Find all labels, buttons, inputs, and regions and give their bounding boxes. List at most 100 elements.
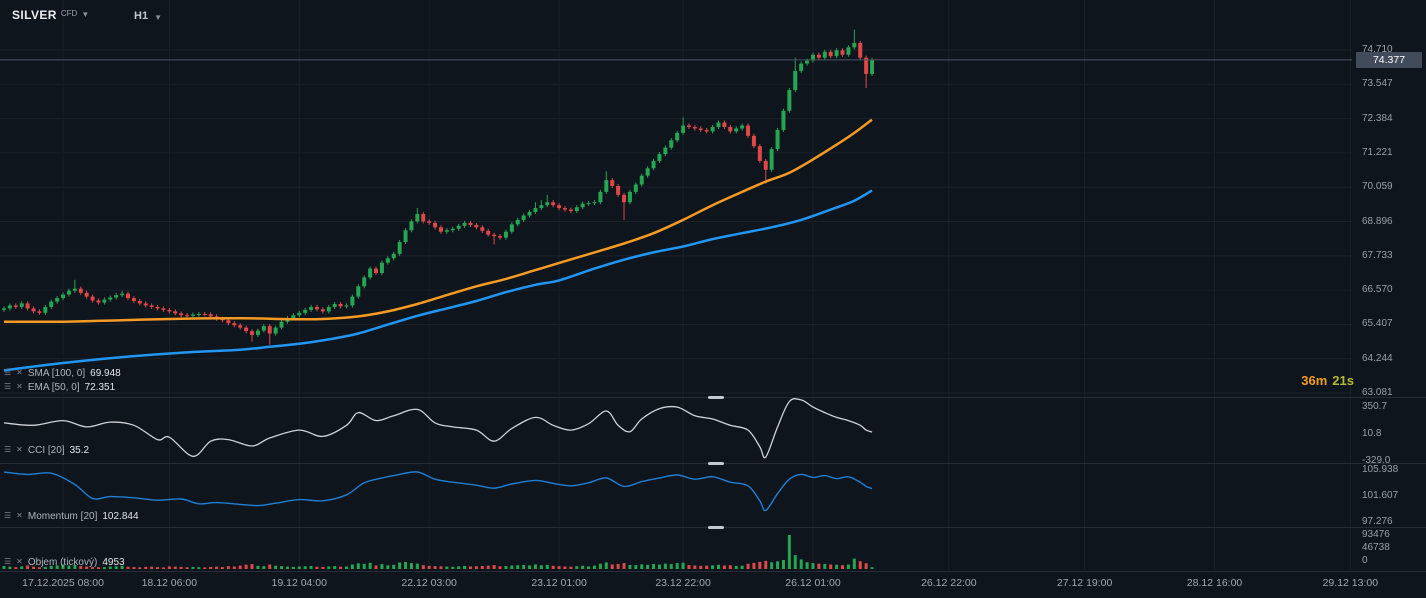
price-axis-label: 67.733 bbox=[1362, 249, 1393, 261]
candle bbox=[775, 129, 780, 150]
volume-bar bbox=[551, 565, 555, 569]
volume-bar bbox=[634, 565, 638, 569]
indicator-settings-icon[interactable]: ☰ bbox=[4, 511, 12, 520]
volume-bar bbox=[557, 566, 561, 569]
volume-bar bbox=[610, 564, 614, 569]
indicator-remove-icon[interactable]: ✕ bbox=[16, 368, 23, 377]
volume-bar bbox=[474, 566, 478, 569]
cci-line bbox=[3, 398, 873, 459]
candle bbox=[273, 327, 278, 334]
time-axis-label: 29.12 13:00 bbox=[1322, 577, 1379, 589]
instrument-selector[interactable]: SILVER CFD ▼ bbox=[12, 8, 89, 22]
candle bbox=[397, 242, 402, 254]
candle bbox=[161, 308, 166, 310]
indicator-remove-icon[interactable]: ✕ bbox=[16, 445, 23, 454]
candle bbox=[202, 314, 207, 316]
volume-bar bbox=[480, 565, 484, 569]
candle bbox=[61, 294, 66, 299]
volume-bar bbox=[274, 565, 278, 569]
volume-bar bbox=[132, 567, 136, 569]
volume-bar bbox=[144, 566, 148, 569]
volume-bar bbox=[669, 564, 673, 569]
price-axis-label: 71.221 bbox=[1362, 146, 1393, 158]
candle bbox=[403, 230, 408, 243]
candle bbox=[515, 219, 520, 225]
volume-bar bbox=[457, 566, 461, 569]
volume-bar bbox=[616, 563, 620, 569]
volume-bar bbox=[156, 567, 160, 569]
volume-bar bbox=[581, 565, 585, 569]
indicator-settings-icon[interactable]: ☰ bbox=[4, 445, 12, 454]
candle bbox=[846, 47, 851, 55]
candle bbox=[131, 298, 136, 302]
candle bbox=[521, 215, 526, 220]
momentum-axis-label: 97.276 bbox=[1362, 516, 1393, 527]
volume-bar bbox=[250, 564, 254, 569]
indicator-settings-icon[interactable]: ☰ bbox=[4, 382, 12, 391]
momentum-layer bbox=[3, 471, 873, 512]
volume-bar bbox=[85, 566, 89, 569]
volume-bar bbox=[344, 566, 348, 569]
candle bbox=[55, 298, 60, 302]
candle bbox=[190, 314, 195, 316]
volume-bar bbox=[315, 566, 319, 569]
volume-bar bbox=[787, 535, 791, 569]
volume-bar bbox=[173, 566, 177, 569]
panel-resize-handle[interactable] bbox=[708, 462, 724, 465]
candle bbox=[385, 258, 390, 263]
candle-countdown: 36m 21s bbox=[1301, 373, 1354, 388]
panel-resize-handle[interactable] bbox=[708, 526, 724, 529]
candle bbox=[639, 175, 644, 185]
volume-bar bbox=[362, 563, 366, 569]
volume-bar bbox=[652, 564, 656, 569]
indicator-remove-icon[interactable]: ✕ bbox=[16, 382, 23, 391]
candle bbox=[226, 320, 231, 324]
momentum-value: 102.844 bbox=[102, 510, 139, 522]
candle bbox=[102, 299, 107, 303]
volume-bar bbox=[26, 565, 30, 569]
volume-bar bbox=[841, 565, 845, 569]
volume-bar bbox=[350, 564, 354, 569]
volume-bar bbox=[150, 566, 154, 569]
separators-layer bbox=[0, 396, 1426, 572]
volume-bar bbox=[510, 565, 514, 569]
volume-bar bbox=[711, 565, 715, 569]
volume-bar bbox=[285, 566, 289, 569]
candle bbox=[722, 122, 727, 127]
timeframe-label: H1 bbox=[134, 10, 149, 22]
indicator-remove-icon[interactable]: ✕ bbox=[16, 511, 23, 520]
price-axis-label: 73.547 bbox=[1362, 78, 1393, 90]
candle bbox=[551, 202, 556, 206]
volume-bar bbox=[722, 565, 726, 569]
candle bbox=[698, 128, 703, 130]
volume-bar bbox=[138, 567, 142, 569]
volume-bar bbox=[776, 561, 780, 569]
volume-bar bbox=[770, 562, 774, 569]
volume-bar bbox=[829, 564, 833, 569]
volume-bar bbox=[734, 565, 738, 569]
candle bbox=[734, 128, 739, 132]
time-axis-label: 17.12.2025 08:00 bbox=[22, 577, 104, 589]
candle bbox=[409, 221, 414, 231]
candle bbox=[527, 211, 532, 216]
volume-bar bbox=[215, 566, 219, 569]
candle bbox=[350, 296, 355, 306]
countdown-minutes: 36m bbox=[1301, 373, 1328, 388]
candle bbox=[120, 293, 125, 296]
candle bbox=[610, 180, 615, 186]
volume-bar bbox=[185, 567, 189, 569]
indicator-remove-icon[interactable]: ✕ bbox=[16, 557, 23, 566]
candle bbox=[2, 308, 6, 310]
volume-bar bbox=[61, 564, 65, 569]
candle bbox=[303, 309, 308, 313]
candle bbox=[728, 126, 733, 132]
indicator-settings-icon[interactable]: ☰ bbox=[4, 368, 12, 377]
candle bbox=[686, 125, 691, 127]
volume-bar bbox=[799, 559, 803, 569]
candle bbox=[710, 126, 715, 132]
indicator-settings-icon[interactable]: ☰ bbox=[4, 557, 12, 566]
panel-resize-handle[interactable] bbox=[708, 396, 724, 399]
timeframe-selector[interactable]: H1 ▼ bbox=[134, 10, 162, 22]
candle bbox=[267, 326, 272, 334]
